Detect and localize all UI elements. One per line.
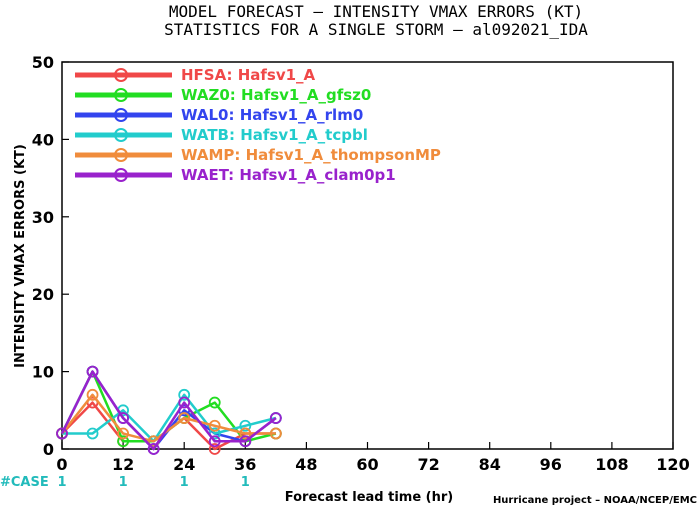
x-tick-label: 0 bbox=[56, 455, 67, 474]
legend-item: WAMP: Hafsv1_A_thompsonMP bbox=[75, 146, 441, 164]
y-tick-label: 10 bbox=[32, 363, 54, 382]
data-point bbox=[117, 427, 129, 440]
chart-title: MODEL FORECAST – INTENSITY VMAX ERRORS (… bbox=[169, 2, 583, 21]
data-point bbox=[178, 388, 191, 401]
y-tick-label: 30 bbox=[32, 208, 54, 227]
y-tick-label: 50 bbox=[32, 53, 54, 72]
x-tick-label: 120 bbox=[656, 455, 689, 474]
series-line bbox=[56, 365, 282, 455]
legend-label: WAL0: Hafsv1_A_rlm0 bbox=[181, 106, 363, 124]
y-tick-label: 20 bbox=[32, 285, 54, 304]
legend-label: HFSA: Hafsv1_A bbox=[181, 66, 316, 84]
legend-marker bbox=[114, 88, 128, 102]
legend-item: WAET: Hafsv1_A_clam0p1 bbox=[75, 166, 396, 184]
data-point bbox=[208, 419, 221, 432]
legend-item: HFSA: Hafsv1_A bbox=[75, 66, 316, 84]
legend-marker bbox=[114, 68, 128, 82]
x-tick-label: 96 bbox=[540, 455, 562, 474]
legend-item: WATB: Hafsv1_A_tcpbl bbox=[75, 126, 368, 144]
data-point bbox=[178, 396, 191, 409]
x-tick-label: 84 bbox=[479, 455, 501, 474]
legend-label: WATB: Hafsv1_A_tcpbl bbox=[181, 126, 368, 144]
case-count: 1 bbox=[180, 475, 189, 490]
data-point bbox=[117, 435, 129, 448]
data-point bbox=[239, 419, 252, 432]
legend-marker bbox=[114, 108, 128, 122]
y-axis-label: INTENSITY VMAX ERRORS (KT) bbox=[13, 144, 28, 368]
legend-label: WAZ0: Hafsv1_A_gfsz0 bbox=[181, 86, 371, 104]
x-tick-label: 24 bbox=[173, 455, 195, 474]
x-tick-label: 36 bbox=[234, 455, 256, 474]
x-tick-label: 108 bbox=[595, 455, 628, 474]
data-point bbox=[239, 427, 252, 440]
case-row-label: #CASE bbox=[0, 475, 49, 490]
legend-label: WAET: Hafsv1_A_clam0p1 bbox=[181, 166, 396, 184]
y-tick-label: 0 bbox=[43, 440, 54, 459]
x-tick-label: 48 bbox=[295, 455, 317, 474]
data-point bbox=[86, 388, 99, 401]
data-point bbox=[147, 443, 160, 455]
series-group bbox=[56, 365, 282, 455]
data-point bbox=[208, 396, 221, 409]
data-point bbox=[208, 443, 221, 455]
legend-item: WAZ0: Hafsv1_A_gfsz0 bbox=[75, 86, 371, 104]
chart-subtitle: STATISTICS FOR A SINGLE STORM – al092021… bbox=[164, 20, 588, 39]
x-tick-label: 60 bbox=[356, 455, 378, 474]
data-point bbox=[56, 427, 68, 440]
data-point bbox=[86, 365, 99, 378]
data-point bbox=[208, 435, 221, 448]
legend-item: WAL0: Hafsv1_A_rlm0 bbox=[75, 106, 363, 124]
legend-marker bbox=[114, 168, 128, 182]
data-point bbox=[117, 412, 129, 424]
case-row: #CASE 1 1 1 1 bbox=[0, 475, 250, 490]
x-tick-label: 72 bbox=[417, 455, 439, 474]
legend-label: WAMP: Hafsv1_A_thompsonMP bbox=[181, 146, 441, 164]
case-count: 1 bbox=[241, 475, 250, 490]
case-count: 1 bbox=[57, 475, 66, 490]
data-point bbox=[178, 412, 191, 424]
plot-frame bbox=[61, 61, 674, 450]
axis-ticks: 0 12 24 36 48 60 72 84 96 108 120 0 10 20 30 40 50 bbox=[32, 53, 690, 474]
legend-marker bbox=[114, 148, 128, 162]
credit-text: Hurricane project – NOAA/NCEP/EMC bbox=[493, 495, 697, 506]
y-tick-label: 40 bbox=[32, 130, 54, 149]
data-point bbox=[239, 435, 252, 448]
case-count: 1 bbox=[119, 475, 128, 490]
data-point bbox=[269, 412, 282, 424]
x-axis-label: Forecast lead time (hr) bbox=[285, 490, 453, 505]
data-point bbox=[86, 427, 99, 440]
legend-marker bbox=[114, 128, 128, 142]
data-point bbox=[269, 427, 282, 440]
x-tick-label: 12 bbox=[112, 455, 134, 474]
legend: HFSA: Hafsv1_A WAZ0: Hafsv1_A_gfsz0 WAL0: … bbox=[75, 66, 441, 184]
